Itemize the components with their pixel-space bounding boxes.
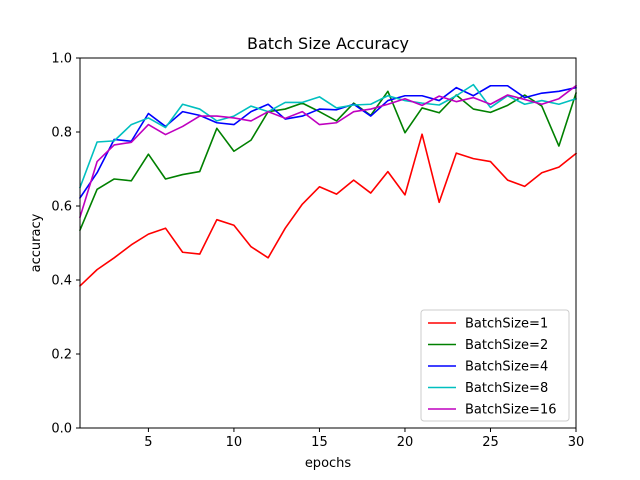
x-tick-label: 25 xyxy=(482,435,499,450)
x-tick-label: 30 xyxy=(568,435,585,450)
x-tick-label: 15 xyxy=(311,435,328,450)
x-tick-label: 10 xyxy=(226,435,243,450)
series-line-3 xyxy=(78,84,577,199)
legend: BatchSize=1 BatchSize=2 BatchSize=4 BatchSi… xyxy=(420,309,570,422)
series-line-4 xyxy=(78,83,578,189)
y-tick-label: 0.2 xyxy=(51,348,72,363)
y-tick-label: 1.0 xyxy=(51,52,72,67)
series-line-5 xyxy=(78,84,578,219)
x-axis-label: epochs xyxy=(305,456,352,471)
series-line-1 xyxy=(78,133,578,288)
y-axis: 0.0 0.2 0.4 0.6 0.8 1.0 xyxy=(51,52,80,437)
y-axis-label: accuracy xyxy=(29,213,44,272)
legend-label: BatchSize=1 xyxy=(465,317,548,332)
legend-label: BatchSize=8 xyxy=(465,381,548,396)
legend-label: BatchSize=4 xyxy=(465,360,548,375)
y-tick-label: 0.6 xyxy=(51,200,72,215)
y-tick-label: 0.4 xyxy=(51,274,72,289)
legend-label: BatchSize=16 xyxy=(465,403,557,418)
x-axis: 5 10 15 20 25 30 xyxy=(144,428,584,450)
series-line-2 xyxy=(78,90,578,232)
y-tick-label: 0.0 xyxy=(51,422,72,437)
legend-box xyxy=(420,309,570,422)
y-tick-label: 0.8 xyxy=(51,126,72,141)
legend-label: BatchSize=2 xyxy=(465,338,548,353)
chart-title: Batch Size Accuracy xyxy=(247,34,409,53)
plot-lines xyxy=(78,83,578,288)
x-tick-label: 5 xyxy=(144,435,152,450)
x-tick-label: 20 xyxy=(397,435,414,450)
plot-frame xyxy=(79,57,577,429)
